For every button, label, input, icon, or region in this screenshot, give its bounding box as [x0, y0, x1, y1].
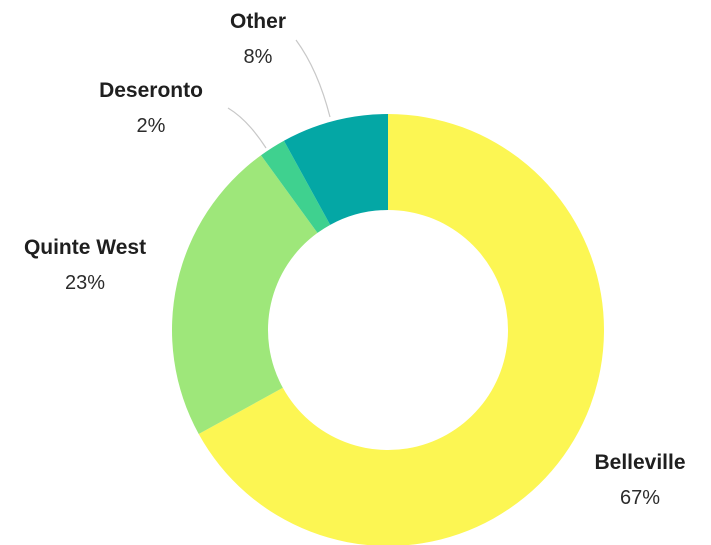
slice-quinte-west — [172, 155, 318, 435]
slice-value-belleville: 67% — [620, 487, 660, 509]
leader-line-other — [295, 39, 331, 118]
slice-label-other: Other — [230, 10, 286, 33]
slice-label-belleville: Belleville — [594, 451, 685, 474]
slice-other — [283, 114, 388, 225]
slice-value-deseronto: 2% — [137, 115, 166, 137]
leader-line-deseronto — [227, 107, 267, 149]
slice-value-other: 8% — [244, 46, 273, 68]
donut-slices — [172, 114, 605, 545]
slice-belleville — [198, 114, 605, 545]
slice-label-quinte-west: Quinte West — [24, 236, 146, 259]
slice-value-quinte-west: 23% — [65, 272, 105, 294]
slice-deseronto — [261, 140, 331, 233]
leader-lines — [227, 39, 331, 149]
slice-label-deseronto: Deseronto — [99, 79, 203, 102]
